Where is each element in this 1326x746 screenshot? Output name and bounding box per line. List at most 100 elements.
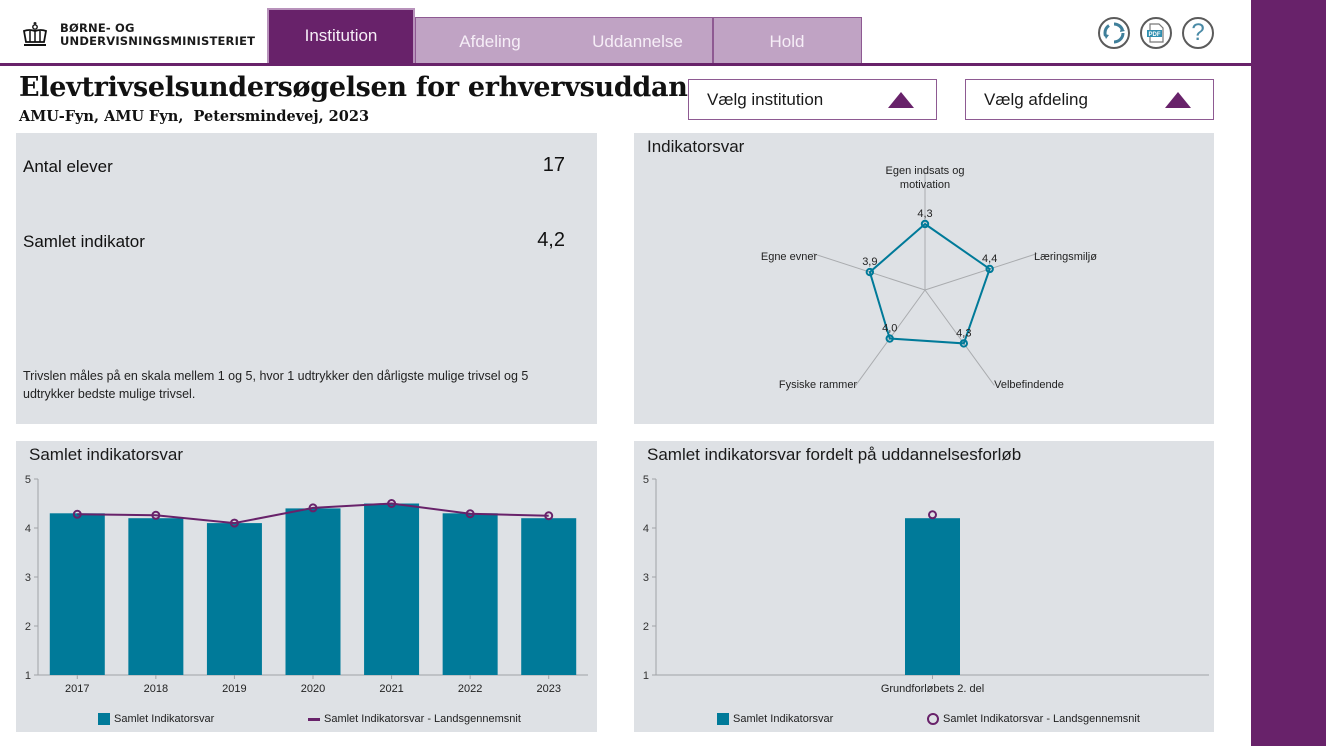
x-tick-label: Grundforløbets 2. del (881, 683, 984, 695)
header-divider (0, 63, 1251, 66)
radar-axis-line (924, 289, 995, 386)
y-tick-label: 4 (25, 523, 31, 535)
x-tick-label: 2021 (379, 683, 403, 695)
y-tick-label: 4 (643, 523, 649, 535)
radar-axis-label: motivation (900, 179, 950, 191)
inactive-tab-group (415, 17, 862, 65)
radar-title: Indikatorsvar (647, 137, 745, 156)
trend-panel: Samlet indikatorsvar 1 2 3 4 5 2017 2018 2019 20… (16, 441, 597, 732)
tab-uddannelse[interactable]: Uddannelse (592, 32, 683, 51)
program-panel: Samlet indikatorsvar fordelt på uddannel… (634, 441, 1214, 732)
average-marker (387, 499, 397, 508)
average-marker (308, 503, 318, 513)
average-marker (72, 509, 82, 519)
x-tick-label: 2017 (65, 683, 89, 695)
x-tick-label: 2018 (144, 683, 168, 695)
tab-afdeling[interactable]: Afdeling (459, 32, 521, 51)
y-tick-label: 1 (643, 670, 649, 682)
program-legend-marker: Samlet Indikatorsvar - Landsgennemsnit (927, 713, 1140, 725)
legend-line-label: Samlet Indikatorsvar - Landsgennemsnit (324, 713, 521, 725)
page-title: Elevtrivselsundersøgelsen for erhvervsud… (19, 72, 715, 103)
institution-dropdown-label: Vælg institution (707, 89, 824, 109)
legend-bar-swatch (98, 713, 110, 725)
pdf-icon: PDF (1147, 23, 1164, 43)
radar-chart: Egen indsats og motivation Læringsmiljø Vel… (761, 165, 1097, 391)
y-tick-label: 1 (25, 670, 31, 682)
students-label: Antal elever (23, 157, 113, 176)
logo-line-1: BØRNE- OG (60, 21, 135, 35)
crown-icon (22, 22, 48, 46)
radar-panel: Indikatorsvar Egen indsats og motivation L… (634, 133, 1214, 424)
average-marker (928, 510, 937, 520)
program-title: Samlet indikatorsvar fordelt på uddannel… (647, 445, 1022, 464)
bar (364, 503, 420, 675)
scale-note: Trivslen måles på en skala mellem 1 og 5… (23, 369, 529, 401)
help-button[interactable]: ? (1182, 17, 1214, 49)
department-dropdown[interactable]: Vælg afdeling (965, 79, 1214, 120)
institution-dropdown[interactable]: Vælg institution (688, 79, 937, 120)
radar-point (985, 264, 994, 274)
bar (905, 518, 960, 675)
kpi-panel: Antal elever 17 Samlet indikator 4,2 Tri… (16, 133, 597, 424)
tab-hold[interactable]: Hold (769, 32, 805, 51)
triangle-up-icon (1165, 92, 1191, 108)
radar-value-label: 4,3 (956, 327, 971, 339)
y-tick-label: 3 (25, 572, 31, 584)
radar-point (885, 334, 894, 343)
y-tick-label: 5 (25, 474, 31, 486)
x-tick-label: 2019 (222, 683, 246, 695)
trend-legend-bar: Samlet Indikatorsvar (98, 713, 214, 725)
program-legend-bar: Samlet Indikatorsvar (717, 713, 833, 725)
refresh-button[interactable] (1098, 17, 1130, 49)
program-chart: 1 2 3 4 5 Grundforløbets 2. del (643, 474, 1209, 695)
students-value: 17 (542, 154, 565, 176)
average-marker (544, 511, 554, 521)
radar-axis-label: Egne evner (761, 251, 818, 263)
y-tick-label: 3 (643, 572, 649, 584)
bar (442, 513, 498, 675)
average-line (77, 502, 549, 525)
logo-text: BØRNE- OG UNDERVISNINGSMINISTERIET (60, 22, 255, 48)
radar-point (920, 219, 930, 229)
radar-axis-label: Læringsmiljø (1034, 251, 1097, 263)
ministry-logo: BØRNE- OG UNDERVISNINGSMINISTERIET (20, 20, 255, 50)
average-marker (151, 510, 161, 520)
average-marker (465, 509, 475, 519)
page-subtitle: AMU-Fyn, AMU Fyn, Petersmindevej, 2023 (19, 108, 370, 125)
right-sidebar (1251, 0, 1326, 746)
pdf-export-button[interactable]: PDF (1140, 17, 1172, 49)
radar-axis-label: Egen indsats og (886, 165, 965, 177)
x-tick-label: 2022 (458, 683, 482, 695)
radar-axis-label: Velbefindende (994, 379, 1064, 391)
bar (128, 518, 184, 675)
tab-institution[interactable]: Institution (267, 8, 415, 65)
trend-title: Samlet indikatorsvar (29, 445, 184, 464)
bar (206, 523, 262, 675)
radar-point (865, 267, 875, 277)
radar-value-label: 4,4 (982, 253, 997, 265)
legend-line-swatch (308, 717, 320, 721)
radar-point (959, 339, 968, 348)
bar (521, 518, 577, 675)
legend-bar-swatch (717, 713, 729, 725)
radar-axis-line (924, 253, 1038, 291)
tab-divider (712, 17, 714, 65)
logo-line-2: UNDERVISNINGSMINISTERIET (60, 34, 256, 48)
help-icon: ? (1191, 19, 1205, 46)
trend-legend-line: Samlet Indikatorsvar - Landsgennemsnit (308, 713, 521, 725)
y-tick-label: 5 (643, 474, 649, 486)
legend-bar-label: Samlet Indikatorsvar (733, 713, 834, 725)
legend-bar-label: Samlet Indikatorsvar (114, 713, 215, 725)
bar (49, 513, 105, 675)
department-dropdown-label: Vælg afdeling (984, 89, 1088, 109)
radar-series-polygon (868, 222, 991, 345)
trend-chart: 1 2 3 4 5 2017 2018 2019 2020 2021 2022 2023 (25, 474, 588, 695)
average-marker (229, 518, 239, 528)
radar-value-label: 4,0 (882, 323, 897, 335)
radar-value-label: 3,9 (862, 256, 877, 268)
legend-marker-label: Samlet Indikatorsvar - Landsgennemsnit (943, 713, 1140, 725)
refresh-icon (1103, 22, 1125, 44)
x-tick-label: 2023 (536, 683, 560, 695)
triangle-up-icon (888, 92, 914, 108)
pdf-icon-label: PDF (1149, 32, 1161, 38)
